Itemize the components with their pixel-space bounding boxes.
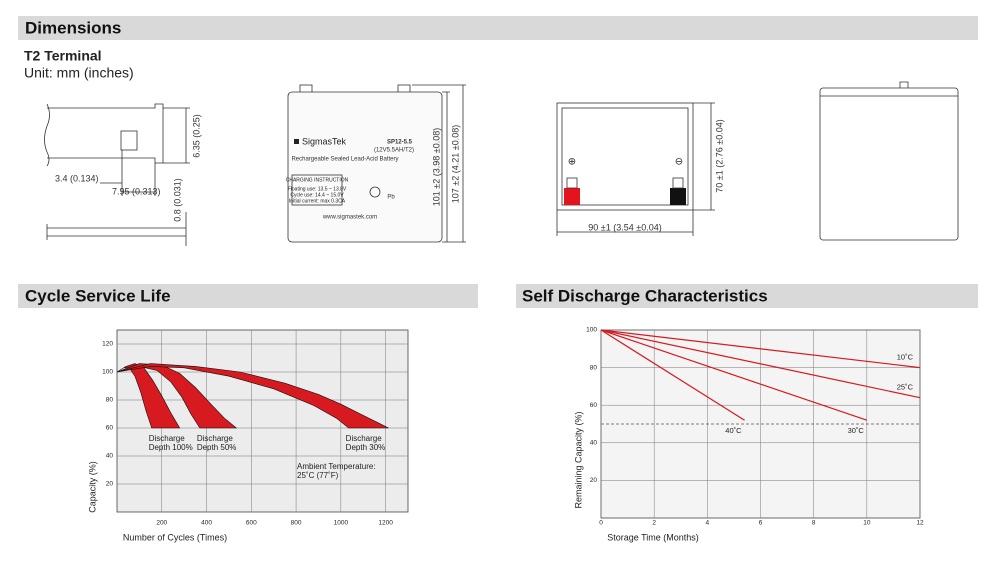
website: www.sigmastek.com — [322, 215, 377, 221]
x-tick-label: 2 — [652, 520, 656, 527]
capacity-band — [116, 363, 238, 429]
section-title: Dimensions — [25, 18, 121, 37]
series-label: Depth 30% — [346, 443, 386, 452]
annotation: 25˚C (77˚F) — [297, 471, 339, 480]
y-tick-label: 80 — [106, 397, 114, 404]
series-label: 40˚C — [725, 426, 742, 435]
series-label: Discharge — [346, 434, 383, 443]
x-tick-label: 8 — [812, 520, 816, 527]
dimension-label: 3.4 (0.134) — [55, 173, 99, 183]
x-tick-label: 1000 — [334, 520, 349, 527]
series-label: 25˚C — [897, 383, 914, 392]
terminal-title: T2 Terminal — [24, 48, 102, 64]
charging-line: Floating use: 13.5 ~ 13.8V — [288, 186, 347, 192]
section-title: Self Discharge Characteristics — [522, 286, 768, 305]
line — [600, 329, 745, 421]
line — [600, 329, 868, 421]
x-axis-label: Number of Cycles (Times) — [123, 532, 227, 542]
y-tick-label: 60 — [590, 402, 598, 409]
front-view: SigmasTek SP12-5.5 (12V5.5AH/T2) Recharg… — [286, 84, 466, 243]
x-tick-label: 6 — [759, 520, 763, 527]
y-tick-label: 40 — [106, 453, 114, 460]
dimension-label: 0.8 (0.031) — [172, 178, 182, 222]
dimension-label: 101 ±2 (3.98 ±0.08) — [431, 128, 441, 206]
top-view: ⊕ ⊖ 70 ±1 (2.76 ±0.04) 90 ±1 (3.54 ±0.04… — [556, 102, 724, 236]
dimension-label: 107 ±2 (4.21 ±0.08) — [450, 125, 460, 203]
terminal-drawing: 3.4 (0.134) 7.95 (0.313) 6.35 (0.25) 0.8… — [44, 103, 201, 246]
x-tick-label: 800 — [291, 520, 302, 527]
y-tick-label: 80 — [590, 364, 598, 371]
y-axis-label: Remaining Capacity (%) — [573, 411, 583, 508]
series-label: Depth 50% — [197, 443, 237, 452]
dimension-label: 7.95 (0.313) — [112, 186, 161, 196]
brand: SigmasTek — [302, 136, 347, 146]
section-title: Cycle Service Life — [25, 286, 171, 305]
capacity-band — [116, 363, 389, 429]
dimension-label: 70 ±1 (2.76 ±0.04) — [714, 119, 724, 192]
x-tick-label: 4 — [706, 520, 710, 527]
model: SP12-5.5 — [387, 140, 413, 146]
series-label: Discharge — [149, 434, 186, 443]
positive-mark: ⊕ — [568, 157, 576, 168]
x-tick-label: 1200 — [378, 520, 393, 527]
series-label: 30˚C — [848, 426, 865, 435]
line — [600, 329, 921, 399]
y-axis-label: Capacity (%) — [87, 461, 97, 513]
x-tick-label: 10 — [863, 520, 871, 527]
spec: (12V5.5AH/T2) — [374, 148, 414, 154]
x-axis-label: Storage Time (Months) — [607, 532, 699, 542]
series-label: 10˚C — [897, 353, 914, 362]
charging-title: CHARGING INSTRUCTION — [286, 177, 349, 183]
description: Rechargeable Sealed Lead-Acid Battery — [291, 157, 398, 163]
y-tick-label: 60 — [106, 425, 114, 432]
charging-line: Initial current: max 0.3CA — [289, 198, 346, 204]
dimension-label: 90 ±1 (3.54 ±0.04) — [588, 222, 661, 232]
y-tick-label: 120 — [102, 341, 113, 348]
series-label: Depth 100% — [149, 443, 193, 452]
y-tick-label: 40 — [590, 440, 598, 447]
negative-mark: ⊖ — [675, 157, 683, 168]
charging-line: Cycle use: 14.4 ~ 15.0V — [290, 192, 344, 198]
x-tick-label: 12 — [916, 520, 924, 527]
section-bar — [516, 284, 978, 308]
y-tick-label: 20 — [106, 481, 114, 488]
dimension-label: 6.35 (0.25) — [191, 114, 201, 158]
section-bar — [18, 16, 978, 40]
x-tick-label: 600 — [246, 520, 257, 527]
pb-label: Pb — [387, 195, 395, 201]
series-label: Discharge — [197, 434, 234, 443]
line — [600, 329, 921, 369]
side-view — [819, 81, 959, 241]
x-tick-label: 400 — [201, 520, 212, 527]
x-tick-label: 200 — [156, 520, 167, 527]
unit: Unit: mm (inches) — [24, 65, 134, 81]
section-bar — [18, 284, 478, 308]
annotation: Ambient Temperature: — [297, 462, 376, 471]
x-tick-label: 0 — [599, 520, 603, 527]
y-tick-label: 20 — [590, 477, 598, 484]
y-tick-label: 100 — [586, 327, 597, 334]
y-tick-label: 100 — [102, 369, 113, 376]
